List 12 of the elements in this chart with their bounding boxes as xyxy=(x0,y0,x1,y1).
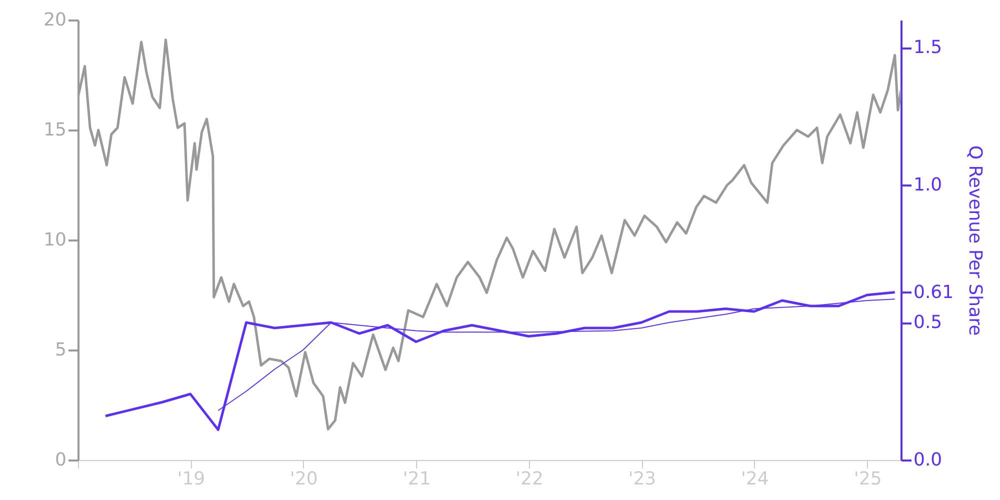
line-series xyxy=(104,291,896,431)
y2-tick-label: 0.61 xyxy=(914,282,954,303)
y-tick-label: 15 xyxy=(44,120,66,140)
y2-tick-label: 0.0 xyxy=(914,450,942,470)
y2-tick-label: 0.5 xyxy=(914,312,942,333)
y-tick-label: 20 xyxy=(44,10,66,30)
y-tick-label: 0 xyxy=(55,450,66,470)
y-tick-label: 5 xyxy=(55,340,66,360)
y2-tick-label: 1.0 xyxy=(914,174,942,196)
y2-axis-title: Q Revenue Per Share xyxy=(964,145,986,336)
y2-tick-label: 1.5 xyxy=(914,37,942,58)
y-tick-label: 10 xyxy=(44,230,66,250)
